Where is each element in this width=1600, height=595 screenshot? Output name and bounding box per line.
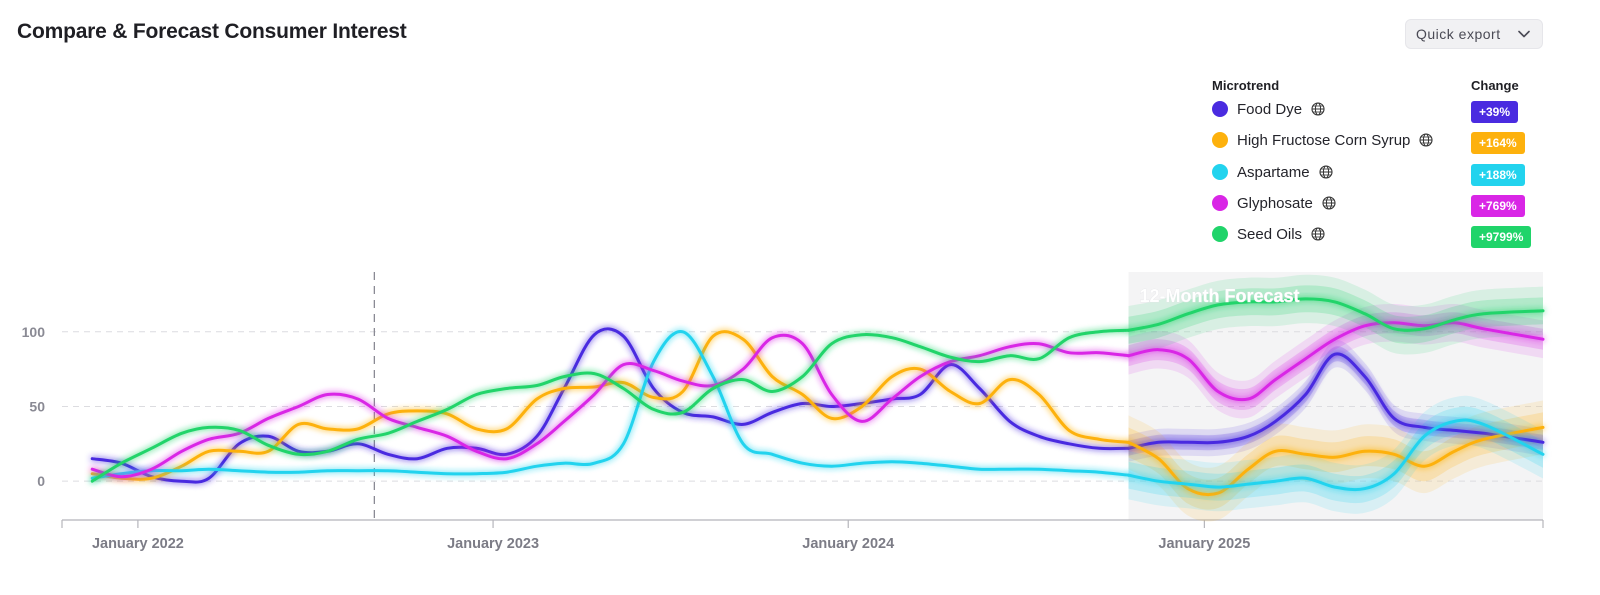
legend-swatch: [1212, 101, 1228, 117]
legend-swatch: [1212, 132, 1228, 148]
globe-icon[interactable]: [1311, 102, 1325, 116]
legend-item-food-dye[interactable]: Food Dye: [1212, 98, 1325, 120]
forecast-band-seed-oils: [1128, 285, 1543, 344]
globe-icon[interactable]: [1419, 133, 1433, 147]
page-title: Compare & Forecast Consumer Interest: [17, 20, 407, 43]
globe-icon[interactable]: [1311, 227, 1325, 241]
series-forecast-line-glyphosate: [1127, 321, 1545, 402]
legend-item-glyphosate[interactable]: Glyphosate: [1212, 192, 1336, 214]
legend-label: High Fructose Corn Syrup: [1237, 131, 1411, 149]
series-forecast-line-food-dye: [1127, 352, 1545, 450]
y-tick-label: 100: [22, 324, 46, 340]
legend-label: Seed Oils: [1237, 225, 1303, 243]
series-line-aspartame: [90, 330, 1130, 480]
change-badge: +769%: [1471, 195, 1525, 217]
change-badge: +39%: [1471, 101, 1519, 123]
series-forecast-line-seed-oils: [1127, 297, 1545, 332]
legend-header-change: Change: [1471, 78, 1519, 93]
forecast-label: 12-Month Forecast: [1139, 286, 1299, 306]
x-tick-label: January 2023: [447, 536, 539, 552]
legend-item-high-fructose-corn-syrup[interactable]: High Fructose Corn Syrup: [1212, 129, 1433, 151]
forecast-band-high-fructose-corn-syrup: [1128, 400, 1543, 522]
x-tick-label: January 2022: [92, 536, 184, 552]
x-tick-label: January 2024: [802, 536, 894, 552]
change-badge: +188%: [1471, 164, 1525, 186]
series-line-seed-oils: [90, 328, 1130, 483]
series-line-glyphosate: [90, 333, 1130, 479]
series-line-high-fructose-corn-syrup: [90, 330, 1130, 481]
quick-export-label: Quick export: [1416, 26, 1501, 42]
legend-swatch: [1212, 226, 1228, 242]
legend-label: Glyphosate: [1237, 194, 1313, 212]
quick-export-button[interactable]: Quick export: [1405, 19, 1543, 49]
series-line-food-dye: [90, 327, 1130, 484]
y-tick-label: 0: [37, 473, 45, 489]
legend-label: Food Dye: [1237, 100, 1303, 118]
globe-icon[interactable]: [1322, 196, 1336, 210]
forecast-band-food-dye: [1128, 340, 1543, 462]
series-forecast-line-high-fructose-corn-syrup: [1127, 425, 1545, 497]
forecast-region: [1128, 272, 1543, 520]
legend-swatch: [1212, 164, 1228, 180]
forecast-band-glyphosate: [1128, 303, 1543, 419]
series-forecast-line-aspartame: [1127, 418, 1545, 492]
legend-item-aspartame[interactable]: Aspartame: [1212, 161, 1333, 183]
legend-header-microtrend: Microtrend: [1212, 78, 1280, 93]
chevron-down-icon: [1518, 30, 1530, 38]
legend-label: Aspartame: [1237, 163, 1310, 181]
globe-icon[interactable]: [1318, 165, 1333, 179]
forecast-band-seed-oils: [1128, 274, 1543, 355]
change-badge: +9799%: [1471, 226, 1532, 248]
change-badge: +164%: [1471, 132, 1525, 154]
x-tick-label: January 2025: [1158, 536, 1250, 552]
y-tick-label: 50: [29, 398, 45, 414]
forecast-band-glyphosate: [1128, 312, 1543, 411]
legend-swatch: [1212, 195, 1228, 211]
legend-item-seed-oils[interactable]: Seed Oils: [1212, 223, 1325, 245]
